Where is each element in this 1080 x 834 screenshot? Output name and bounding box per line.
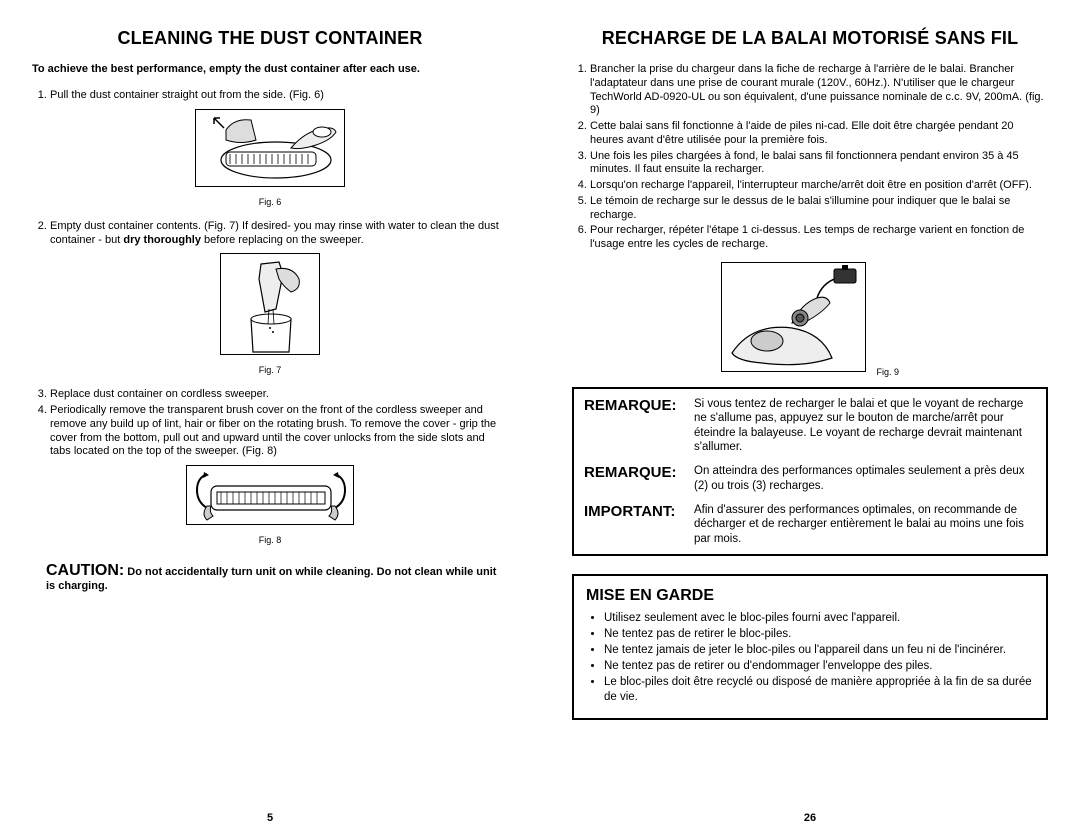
left-step-1: Pull the dust container straight out fro… bbox=[50, 89, 508, 103]
right-step-2: Cette balai sans fil fonctionne à l'aide… bbox=[590, 120, 1048, 148]
right-step-6: Pour recharger, répéter l'étape 1 ci-des… bbox=[590, 224, 1048, 252]
step2-part-c: before replacing on the sweeper. bbox=[201, 234, 364, 246]
note1-text: Si vous tentez de recharger le balai et … bbox=[694, 397, 1036, 455]
fig8-illustration bbox=[186, 465, 354, 525]
right-steps: Brancher la prise du chargeur dans la fi… bbox=[572, 63, 1048, 252]
right-step-3: Une fois les piles chargées à fond, le b… bbox=[590, 150, 1048, 178]
fig7-label: Fig. 7 bbox=[259, 365, 282, 375]
left-step-2: Empty dust container contents. (Fig. 7) … bbox=[50, 220, 508, 248]
fig6-label: Fig. 6 bbox=[259, 197, 282, 207]
right-title: RECHARGE DE LA BALAI MOTORISÉ SANS FIL bbox=[572, 28, 1048, 49]
left-title: CLEANING THE DUST CONTAINER bbox=[32, 28, 508, 49]
right-step-5: Le témoin de recharge sur le dessus de l… bbox=[590, 195, 1048, 223]
left-steps-3: Replace dust container on cordless sweep… bbox=[32, 388, 508, 459]
fig8-label: Fig. 8 bbox=[259, 535, 282, 545]
note3-label: IMPORTANT: bbox=[584, 503, 694, 546]
fig7-illustration bbox=[220, 253, 320, 355]
step2-part-b: dry thoroughly bbox=[123, 234, 201, 246]
left-intro: To achieve the best performance, empty t… bbox=[32, 63, 508, 75]
fig9-wrap: Fig. 9 bbox=[572, 262, 1048, 377]
note3-text: Afin d'assurer des performances optimale… bbox=[694, 503, 1036, 546]
left-steps-2: Empty dust container contents. (Fig. 7) … bbox=[32, 220, 508, 248]
fig9-label: Fig. 9 bbox=[876, 367, 899, 377]
warn-item-1: Utilisez seulement avec le bloc-piles fo… bbox=[604, 611, 1034, 626]
warn-title: MISE EN GARDE bbox=[586, 586, 1034, 607]
note2-text: On atteindra des performances optimales … bbox=[694, 464, 1036, 493]
warn-list: Utilisez seulement avec le bloc-piles fo… bbox=[586, 611, 1034, 705]
page-right: RECHARGE DE LA BALAI MOTORISÉ SANS FIL B… bbox=[540, 0, 1080, 834]
right-step-4: Lorsqu'on recharge l'appareil, l'interru… bbox=[590, 179, 1048, 193]
caution-lead: CAUTION: bbox=[46, 562, 124, 579]
left-page-num: 5 bbox=[0, 812, 540, 824]
fig8-wrap: Fig. 8 bbox=[32, 465, 508, 548]
fig6-illustration bbox=[195, 109, 345, 187]
warn-item-5: Le bloc-piles doit être recyclé ou dispo… bbox=[604, 675, 1034, 705]
note-3: IMPORTANT: Afin d'assurer des performanc… bbox=[584, 503, 1036, 546]
caution-block: CAUTION: Do not accidentally turn unit o… bbox=[32, 562, 508, 592]
note-2: REMARQUE: On atteindra des performances … bbox=[584, 464, 1036, 493]
notes-box: REMARQUE: Si vous tentez de recharger le… bbox=[572, 387, 1048, 556]
fig6-wrap: Fig. 6 bbox=[32, 109, 508, 210]
fig7-wrap: Fig. 7 bbox=[32, 253, 508, 378]
page-left: CLEANING THE DUST CONTAINER To achieve t… bbox=[0, 0, 540, 834]
left-steps: Pull the dust container straight out fro… bbox=[32, 89, 508, 103]
right-page-num: 26 bbox=[540, 812, 1080, 824]
warn-item-3: Ne tentez jamais de jeter le bloc-piles … bbox=[604, 643, 1034, 658]
warn-item-4: Ne tentez pas de retirer ou d'endommager… bbox=[604, 659, 1034, 674]
warn-item-2: Ne tentez pas de retirer le bloc-piles. bbox=[604, 627, 1034, 642]
note1-label: REMARQUE: bbox=[584, 397, 694, 455]
note2-label: REMARQUE: bbox=[584, 464, 694, 493]
warning-box: MISE EN GARDE Utilisez seulement avec le… bbox=[572, 574, 1048, 719]
right-step-1: Brancher la prise du chargeur dans la fi… bbox=[590, 63, 1048, 118]
left-step-3: Replace dust container on cordless sweep… bbox=[50, 388, 508, 402]
left-step-4: Periodically remove the transparent brus… bbox=[50, 404, 508, 459]
fig9-illustration bbox=[721, 262, 866, 372]
note-1: REMARQUE: Si vous tentez de recharger le… bbox=[584, 397, 1036, 455]
